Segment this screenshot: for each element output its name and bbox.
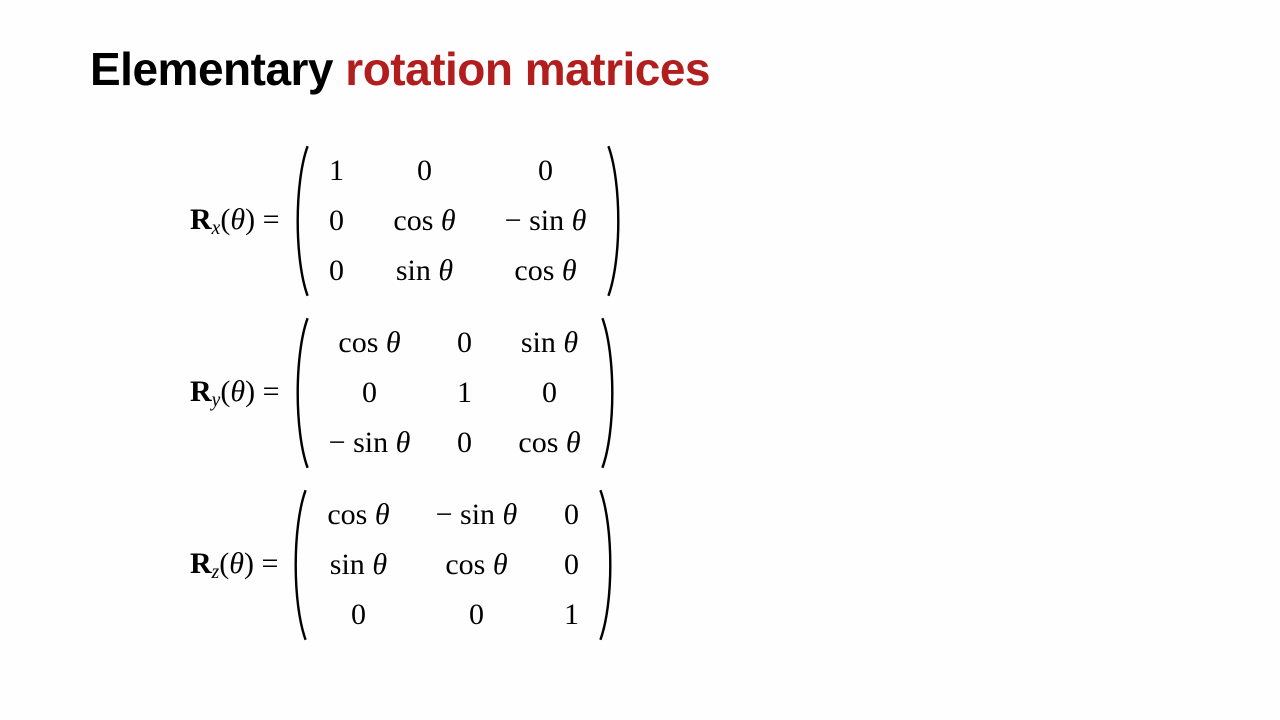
- matrix-body: cos θ − sin θ 0 sin θ cos θ 0 0 0 1: [310, 488, 596, 642]
- title-highlight: rotation matrices: [345, 43, 710, 95]
- lhs-rx: Rx(θ) =: [190, 199, 280, 242]
- subscript-y: y: [212, 390, 221, 411]
- cell: 0: [448, 422, 482, 464]
- subscript-x: x: [212, 218, 221, 239]
- table-row: 0 0 1: [318, 594, 588, 636]
- table-row: cos θ − sin θ 0: [318, 494, 588, 536]
- table-row: 0 cos θ − sin θ: [320, 200, 596, 242]
- table-row: − sin θ 0 cos θ: [320, 422, 590, 464]
- cell: 1: [320, 150, 354, 192]
- cell: 0: [382, 150, 468, 192]
- cell: 0: [448, 322, 482, 364]
- symbol-R: R: [190, 375, 212, 408]
- cell: 0: [510, 372, 590, 414]
- lhs-ry: Ry(θ) =: [190, 371, 280, 414]
- paren-left-icon: [290, 144, 312, 298]
- paren-left-icon: [288, 488, 310, 642]
- slide-title: Elementary rotation matrices: [90, 42, 1190, 96]
- matrix-body: 1 0 0 0 cos θ − sin θ 0 sin θ cos θ: [312, 144, 604, 298]
- cell: cos θ: [496, 250, 596, 292]
- cell: 0: [426, 594, 526, 636]
- paren-right-icon: [598, 316, 620, 470]
- cell: 0: [320, 372, 420, 414]
- arg-theta: θ: [229, 547, 244, 580]
- subscript-z: z: [212, 562, 220, 583]
- equation-rz: Rz(θ) = cos θ − sin θ 0 sin θ cos θ 0: [190, 488, 1190, 642]
- table-row: 0 sin θ cos θ: [320, 250, 596, 292]
- cell: 1: [448, 372, 482, 414]
- cell: 0: [320, 250, 354, 292]
- matrix-rz: cos θ − sin θ 0 sin θ cos θ 0 0 0 1: [288, 488, 618, 642]
- table-row: cos θ 0 sin θ: [320, 322, 590, 364]
- table-row: 0 1 0: [320, 372, 590, 414]
- slide: Elementary rotation matrices Rx(θ) = 1 0…: [0, 0, 1280, 720]
- table-row: 1 0 0: [320, 150, 596, 192]
- cell: 0: [554, 494, 588, 536]
- cell: cos θ: [426, 544, 526, 586]
- equation-rx: Rx(θ) = 1 0 0 0 cos θ − sin θ: [190, 144, 1190, 298]
- paren-left-icon: [290, 316, 312, 470]
- cell: − sin θ: [496, 200, 596, 242]
- cell: sin θ: [382, 250, 468, 292]
- cell: 1: [554, 594, 588, 636]
- matrix-rx: 1 0 0 0 cos θ − sin θ 0 sin θ cos θ: [290, 144, 626, 298]
- paren-right-icon: [604, 144, 626, 298]
- cell: cos θ: [510, 422, 590, 464]
- cell: cos θ: [318, 494, 398, 536]
- cell: 0: [320, 200, 354, 242]
- cell: sin θ: [318, 544, 398, 586]
- symbol-R: R: [190, 203, 212, 236]
- matrix-body: cos θ 0 sin θ 0 1 0 − sin θ 0 cos θ: [312, 316, 598, 470]
- cell: − sin θ: [426, 494, 526, 536]
- cell: sin θ: [510, 322, 590, 364]
- arg-theta: θ: [230, 375, 245, 408]
- equation-block: Rx(θ) = 1 0 0 0 cos θ − sin θ: [90, 144, 1190, 642]
- table-row: sin θ cos θ 0: [318, 544, 588, 586]
- matrix-ry: cos θ 0 sin θ 0 1 0 − sin θ 0 cos θ: [290, 316, 620, 470]
- symbol-R: R: [190, 547, 212, 580]
- cell: 0: [496, 150, 596, 192]
- lhs-rz: Rz(θ) =: [190, 543, 278, 586]
- equation-ry: Ry(θ) = cos θ 0 sin θ 0 1 0 −: [190, 316, 1190, 470]
- cell: 0: [318, 594, 398, 636]
- arg-theta: θ: [230, 203, 245, 236]
- cell: cos θ: [382, 200, 468, 242]
- cell: 0: [554, 544, 588, 586]
- paren-right-icon: [596, 488, 618, 642]
- cell: cos θ: [320, 322, 420, 364]
- cell: − sin θ: [320, 422, 420, 464]
- title-plain: Elementary: [90, 43, 345, 95]
